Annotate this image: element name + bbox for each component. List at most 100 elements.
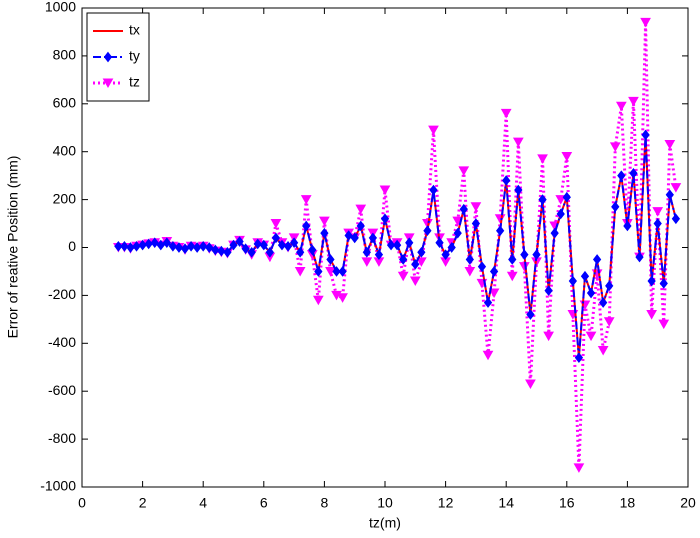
triangle-marker	[561, 151, 573, 162]
diamond-marker	[453, 227, 462, 239]
diamond-marker	[344, 230, 353, 241]
y-axis-label: Error of reative Position (mm)	[5, 156, 21, 339]
triangle-marker	[500, 108, 512, 119]
diamond-marker	[623, 220, 632, 232]
diamond-marker	[653, 218, 662, 229]
diamond-marker	[308, 244, 317, 256]
diamond-marker	[374, 249, 384, 260]
diamond-marker	[235, 236, 244, 247]
y-tick-label: 200	[53, 190, 77, 206]
diamond-marker	[599, 297, 608, 308]
triangle-marker	[458, 166, 470, 176]
diamond-marker	[671, 213, 681, 225]
triangle-marker	[585, 331, 597, 342]
triangle-marker	[573, 463, 585, 473]
diamond-marker	[265, 246, 274, 258]
diamond-marker	[362, 246, 371, 258]
triangle-marker	[488, 288, 500, 299]
diamond-marker	[320, 227, 329, 239]
diamond-marker	[217, 245, 226, 257]
diamond-marker	[174, 242, 184, 253]
y-tick-label: 1000	[45, 0, 76, 15]
diamond-marker	[647, 275, 656, 287]
triangle-marker	[628, 96, 639, 107]
y-tick-label: 400	[53, 142, 77, 158]
diamond-marker	[211, 244, 220, 256]
diamond-marker	[241, 243, 250, 255]
diamond-marker	[338, 266, 347, 277]
diamond-marker	[405, 237, 414, 249]
diamond-marker	[568, 275, 577, 287]
triangle-marker	[470, 202, 482, 212]
triangle-marker	[537, 154, 548, 164]
diamond-marker	[277, 239, 287, 251]
diamond-marker	[253, 238, 262, 250]
diamond-marker	[356, 220, 365, 232]
diamond-marker	[550, 227, 559, 239]
diamond-marker	[186, 240, 196, 252]
diamond-marker	[435, 237, 444, 249]
triangle-marker	[597, 345, 609, 356]
triangle-marker	[543, 331, 554, 342]
x-tick-label: 4	[199, 495, 207, 511]
triangle-marker	[361, 257, 373, 267]
y-tick-label: -400	[48, 334, 76, 350]
triangle-marker	[379, 185, 391, 196]
diamond-marker	[368, 232, 378, 244]
diamond-marker	[605, 280, 614, 292]
diamond-marker	[392, 239, 402, 251]
diamond-marker	[544, 285, 553, 296]
triangle-marker	[270, 219, 282, 229]
diamond-marker	[332, 266, 341, 277]
y-tick-label: 800	[53, 47, 77, 63]
diamond-marker	[271, 232, 281, 244]
diamond-marker	[150, 237, 159, 249]
y-tick-label: 600	[53, 95, 77, 111]
triangle-marker	[670, 183, 682, 193]
triangle-marker	[409, 276, 421, 287]
x-tick-label: 6	[260, 495, 268, 511]
diamond-marker	[259, 239, 268, 251]
x-tick-label: 18	[620, 495, 636, 511]
triangle-marker	[428, 125, 439, 136]
diamond-marker	[532, 249, 541, 260]
diamond-marker	[483, 297, 493, 308]
y-tick-label: -600	[48, 382, 76, 398]
diamond-marker	[635, 251, 644, 263]
y-tick-label: -1000	[40, 478, 76, 494]
triangle-marker	[512, 137, 524, 148]
triangle-marker	[294, 266, 306, 277]
diamond-marker	[459, 203, 468, 215]
diamond-marker	[665, 189, 674, 201]
diamond-marker	[562, 191, 571, 203]
diamond-marker	[617, 170, 626, 181]
diamond-marker	[223, 246, 232, 258]
diamond-marker	[296, 246, 305, 258]
legend-label: tz	[129, 74, 140, 90]
triangle-marker	[102, 78, 114, 89]
diamond-marker	[229, 239, 238, 251]
diamond-marker	[629, 167, 638, 179]
triangle-marker	[646, 310, 657, 320]
triangle-marker	[337, 293, 348, 303]
diamond-marker	[502, 175, 511, 186]
diamond-marker	[114, 240, 123, 252]
diamond-marker	[283, 240, 293, 252]
diamond-marker	[489, 266, 499, 277]
triangle-marker	[300, 195, 312, 205]
diamond-marker	[580, 270, 590, 282]
diamond-marker	[205, 242, 214, 253]
diamond-marker	[399, 254, 408, 265]
diamond-marker	[471, 218, 481, 229]
x-axis-label: tz(m)	[369, 515, 401, 531]
legend-label: ty	[129, 48, 140, 64]
triangle-marker	[319, 216, 330, 227]
diamond-marker	[380, 213, 390, 225]
triangle-marker	[525, 379, 536, 390]
diamond-marker	[477, 261, 487, 272]
legend-label: tx	[129, 22, 140, 38]
diamond-marker	[641, 129, 650, 141]
x-tick-label: 20	[680, 495, 696, 511]
diamond-marker	[423, 225, 432, 237]
